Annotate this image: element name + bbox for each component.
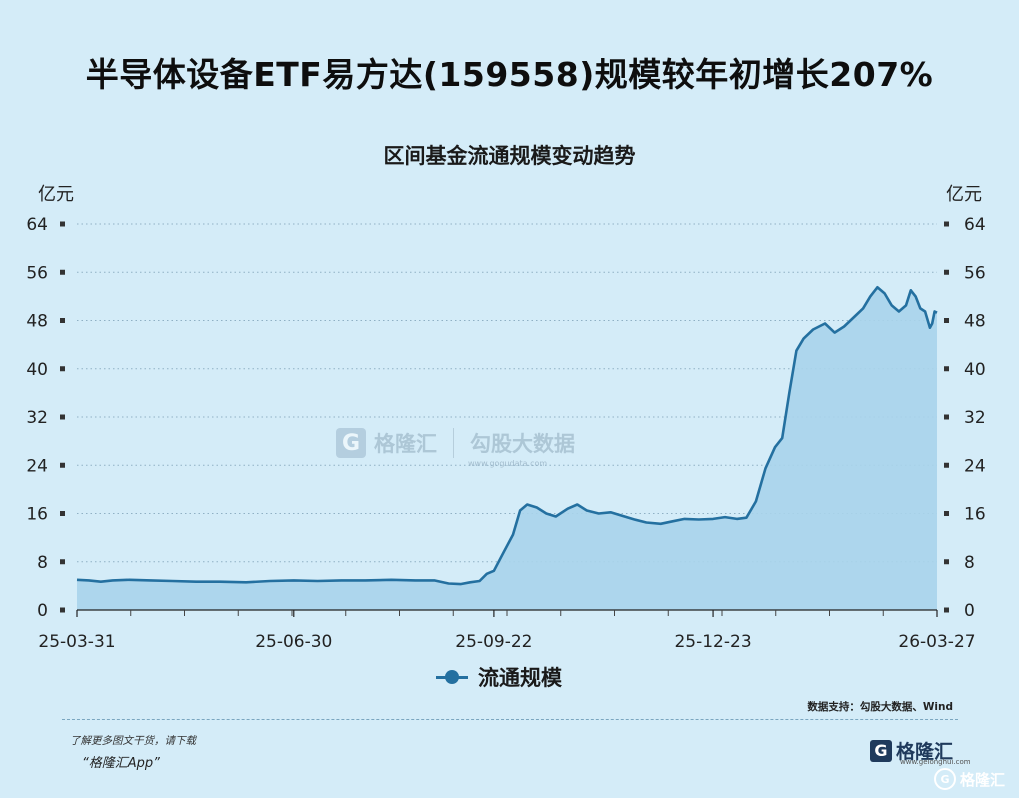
x-tick-label: 25-12-23 — [674, 632, 751, 652]
series-line-流通规模 — [76, 286, 938, 586]
y-tick-mark-left — [60, 414, 65, 420]
chart-svg: 0 0 8 8 16 16 24 24 32 32 40 40 48 48 56 56 64 64 25-03-31… — [26, 215, 985, 652]
y-tick-label-right: 24 — [964, 456, 986, 476]
y-tick-label-left: 40 — [26, 360, 48, 380]
y-tick-label-right: 40 — [964, 360, 986, 380]
y-tick-mark-left — [60, 511, 65, 516]
y-tick-mark-left — [60, 269, 65, 275]
y-tick-label-right: 32 — [964, 408, 986, 428]
y-tick-label-right: 64 — [964, 215, 986, 235]
y-tick-mark-left — [60, 607, 65, 613]
y-tick-label-left: 16 — [26, 505, 48, 525]
y-tick-mark-right — [944, 221, 949, 227]
watermark-divider — [453, 428, 454, 458]
y-tick-label-right: 0 — [964, 601, 975, 621]
footer-app-name: “格隆汇App” — [82, 756, 160, 771]
axis-layer: 0 0 8 8 16 16 24 24 32 32 40 40 48 48 56 56 64 64 25-03-31… — [26, 215, 985, 652]
y-tick-mark-right — [944, 559, 949, 565]
watermark-logo-icon: G — [336, 428, 366, 458]
footer-tip: 了解更多图文干货，请下载 — [70, 735, 196, 747]
y-tick-label-left: 56 — [26, 263, 48, 283]
footer-logo: G 格隆汇 — [870, 737, 953, 764]
y-tick-label-right: 56 — [964, 263, 986, 283]
x-tick-label: 26-03-27 — [898, 632, 975, 652]
chart-title: 半导体设备ETF易方达(159558)规模较年初增长207% — [85, 55, 934, 94]
y-tick-mark-left — [60, 221, 65, 227]
logo-url: www.gelonghui.com — [900, 758, 971, 766]
y-tick-label-right: 48 — [964, 312, 986, 332]
y-tick-label-left: 8 — [37, 553, 48, 573]
chart-subtitle: 区间基金流通规模变动趋势 — [383, 144, 636, 168]
data-layer — [76, 286, 938, 610]
corner-logo-icon: G — [934, 768, 956, 790]
logo-text: 格隆汇 — [896, 741, 954, 763]
y-tick-mark-left — [60, 559, 65, 565]
y-tick-label-left: 24 — [26, 456, 48, 476]
data-source: 数据支持：勾股大数据、Wind — [807, 701, 953, 713]
legend-label: 流通规模 — [478, 666, 562, 690]
watermark: G 格隆汇 勾股大数据 — [336, 428, 575, 458]
y-tick-label-right: 16 — [964, 505, 986, 525]
corner-watermark: G 格隆汇 — [934, 768, 1005, 790]
watermark-brand: 格隆汇 — [374, 432, 437, 456]
footer-divider — [62, 719, 958, 720]
y-tick-mark-right — [944, 462, 949, 468]
y-tick-label-left: 32 — [26, 408, 48, 428]
watermark-partner: 勾股大数据 — [470, 432, 575, 456]
y-tick-mark-right — [944, 318, 949, 323]
legend-marker-icon — [436, 669, 468, 684]
logo-g-icon: G — [870, 739, 892, 762]
y-tick-mark-right — [944, 366, 949, 372]
y-tick-label-left: 64 — [26, 215, 48, 235]
series-area-流通规模 — [77, 287, 937, 610]
y-tick-label-left: 48 — [26, 312, 48, 332]
y-axis-unit-right: 亿元 — [946, 184, 982, 205]
y-tick-mark-right — [944, 414, 949, 420]
legend: 流通规模 — [436, 662, 562, 692]
y-tick-mark-right — [944, 511, 949, 516]
y-axis-unit-left: 亿元 — [38, 184, 74, 205]
y-tick-mark-left — [60, 462, 65, 468]
watermark-url: www.gogudata.com — [468, 459, 548, 468]
x-tick-label: 25-09-22 — [455, 632, 532, 652]
x-tick-label: 25-06-30 — [255, 632, 332, 652]
x-tick-label: 25-03-31 — [38, 632, 115, 652]
y-tick-label-right: 8 — [964, 553, 975, 573]
y-tick-mark-right — [944, 269, 949, 275]
y-tick-mark-left — [60, 318, 65, 323]
y-tick-label-left: 0 — [37, 601, 48, 621]
y-tick-mark-right — [944, 607, 949, 613]
y-tick-mark-left — [60, 366, 65, 372]
corner-watermark-text: 格隆汇 — [960, 770, 1006, 789]
